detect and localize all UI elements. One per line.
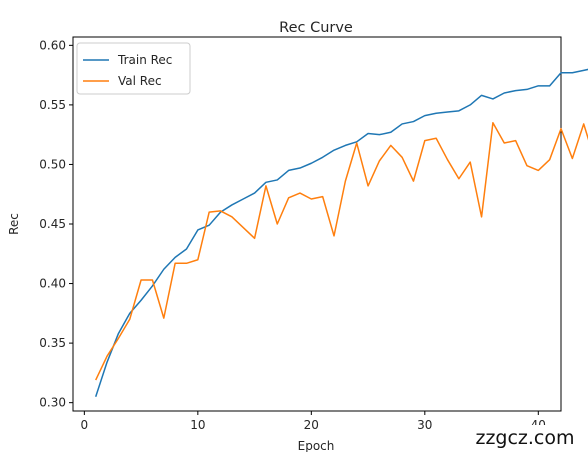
y-tick-label: 0.45 (39, 217, 66, 231)
y-axis-label: Rec (7, 213, 21, 235)
plot-area (72, 36, 562, 412)
y-tick-label: 0.35 (39, 336, 66, 350)
y-tick-label: 0.40 (39, 277, 66, 291)
x-tick-label: 30 (417, 418, 432, 432)
series-line-val-rec (95, 122, 588, 381)
y-tick-label: 0.50 (39, 157, 66, 171)
y-axis: 0.30 0.35 0.40 0.45 0.50 0.55 0.60 (39, 38, 73, 410)
chart-title: Rec Curve (279, 20, 353, 36)
legend-label-train-rec: Train Rec (117, 53, 172, 67)
series-line-train-rec (94, 68, 588, 397)
x-axis-label: Epoch (298, 439, 335, 452)
watermark: zzgcz.com (462, 425, 588, 452)
x-tick-label: 10 (190, 418, 205, 432)
legend-label-val-rec: Val Rec (118, 74, 162, 88)
y-tick-label: 0.30 (39, 396, 66, 410)
y-tick-label: 0.55 (39, 98, 66, 112)
legend: Train Rec Val Rec (76, 42, 191, 95)
x-tick-label: 0 (81, 418, 89, 432)
y-tick-label: 0.60 (39, 38, 66, 52)
x-tick-label: 20 (304, 418, 319, 432)
series-lines (94, 68, 588, 397)
